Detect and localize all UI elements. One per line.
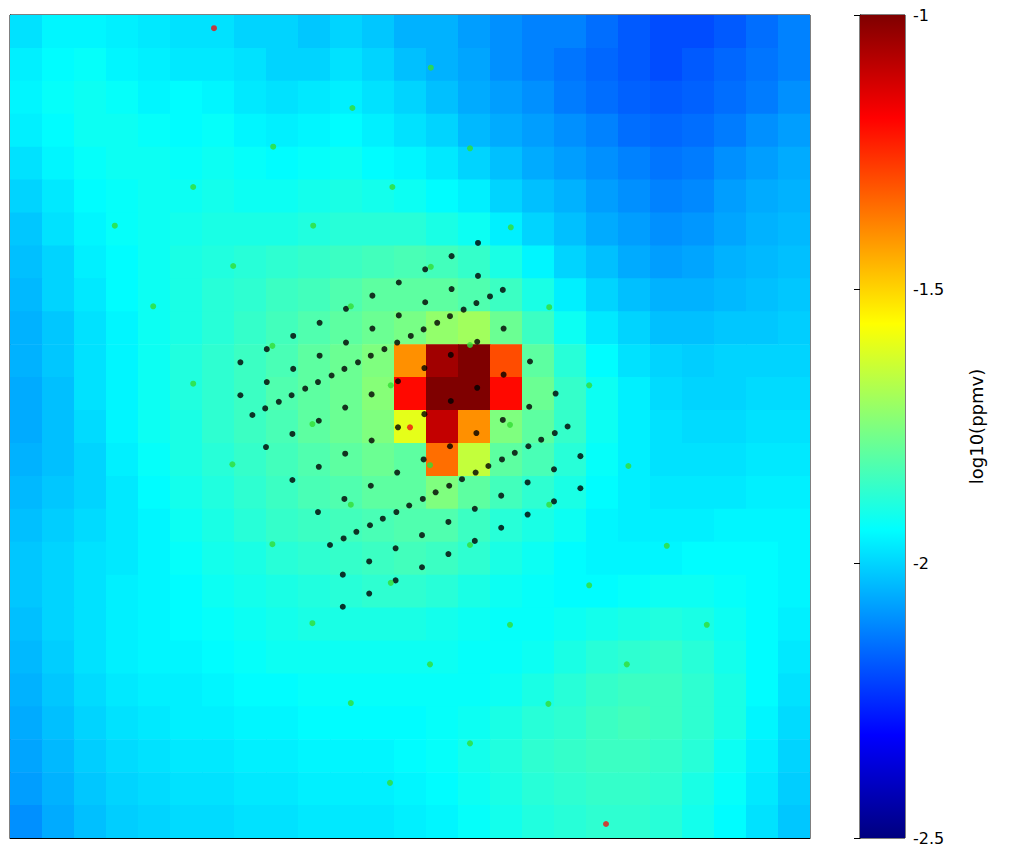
svg-text:log10(ppmv): log10(ppmv) [966,369,987,484]
svg-text:-2: -2 [913,554,929,573]
svg-text:-1.5: -1.5 [913,280,944,299]
svg-text:-2.5: -2.5 [913,829,944,848]
svg-text:-1: -1 [913,6,929,25]
